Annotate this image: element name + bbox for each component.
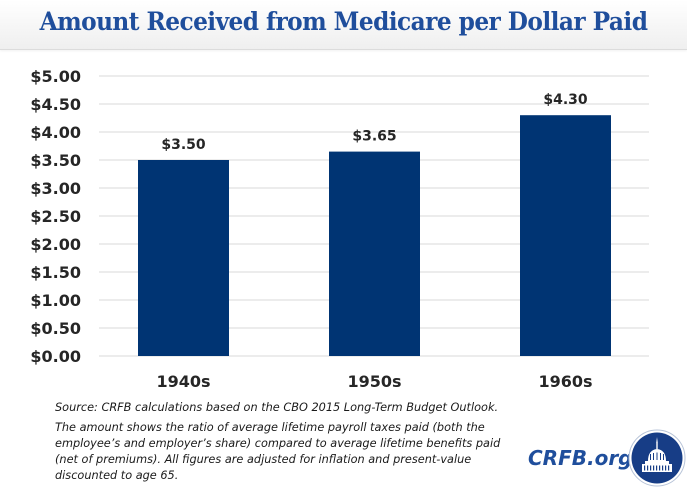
data-label: $3.65 bbox=[352, 129, 396, 145]
data-label: $4.30 bbox=[543, 92, 588, 108]
y-tick-label: $2.50 bbox=[30, 207, 81, 226]
chart-title: Amount Received from Medicare per Dollar… bbox=[39, 7, 648, 36]
chart-notes: Source: CRFB calculations based on the C… bbox=[55, 400, 525, 488]
y-tick-label: $2.00 bbox=[30, 235, 81, 254]
data-label: $3.50 bbox=[161, 137, 206, 153]
bar-chart: $0.00 $0.50 $1.00 $1.50 $2.00 $2.50 $3.00 $3.50… bbox=[30, 67, 649, 391]
y-tick-label: $5.00 bbox=[30, 67, 81, 86]
bars: $3.50 $3.65 $4.30 bbox=[138, 92, 611, 356]
y-tick-label: $3.00 bbox=[30, 179, 81, 198]
x-tick-label: 1960s bbox=[538, 372, 592, 391]
header-bar: Amount Received from Medicare per Dollar… bbox=[0, 0, 687, 50]
x-tick-label: 1950s bbox=[347, 372, 401, 391]
source-note: Source: CRFB calculations based on the C… bbox=[55, 401, 499, 414]
x-tick-label: 1940s bbox=[156, 372, 210, 391]
bar bbox=[520, 115, 611, 356]
y-tick-label: $4.50 bbox=[30, 95, 81, 114]
explanation-note: The amount shows the ratio of average li… bbox=[55, 421, 501, 482]
y-tick-label: $1.50 bbox=[30, 263, 81, 282]
y-tick-label: $0.50 bbox=[30, 319, 81, 338]
bar bbox=[329, 151, 420, 356]
capitol-dome-logo-icon bbox=[628, 429, 686, 487]
y-tick-label: $1.00 bbox=[30, 291, 81, 310]
y-axis: $0.00 $0.50 $1.00 $1.50 $2.00 $2.50 $3.00 $3.50… bbox=[30, 67, 81, 366]
x-axis: 1940s 1950s 1960s bbox=[156, 372, 592, 391]
brand-link[interactable]: CRFB.org bbox=[528, 446, 633, 470]
y-tick-label: $0.00 bbox=[30, 347, 81, 366]
y-tick-label: $4.00 bbox=[30, 123, 81, 142]
y-tick-label: $3.50 bbox=[30, 151, 81, 170]
bar bbox=[138, 160, 229, 356]
